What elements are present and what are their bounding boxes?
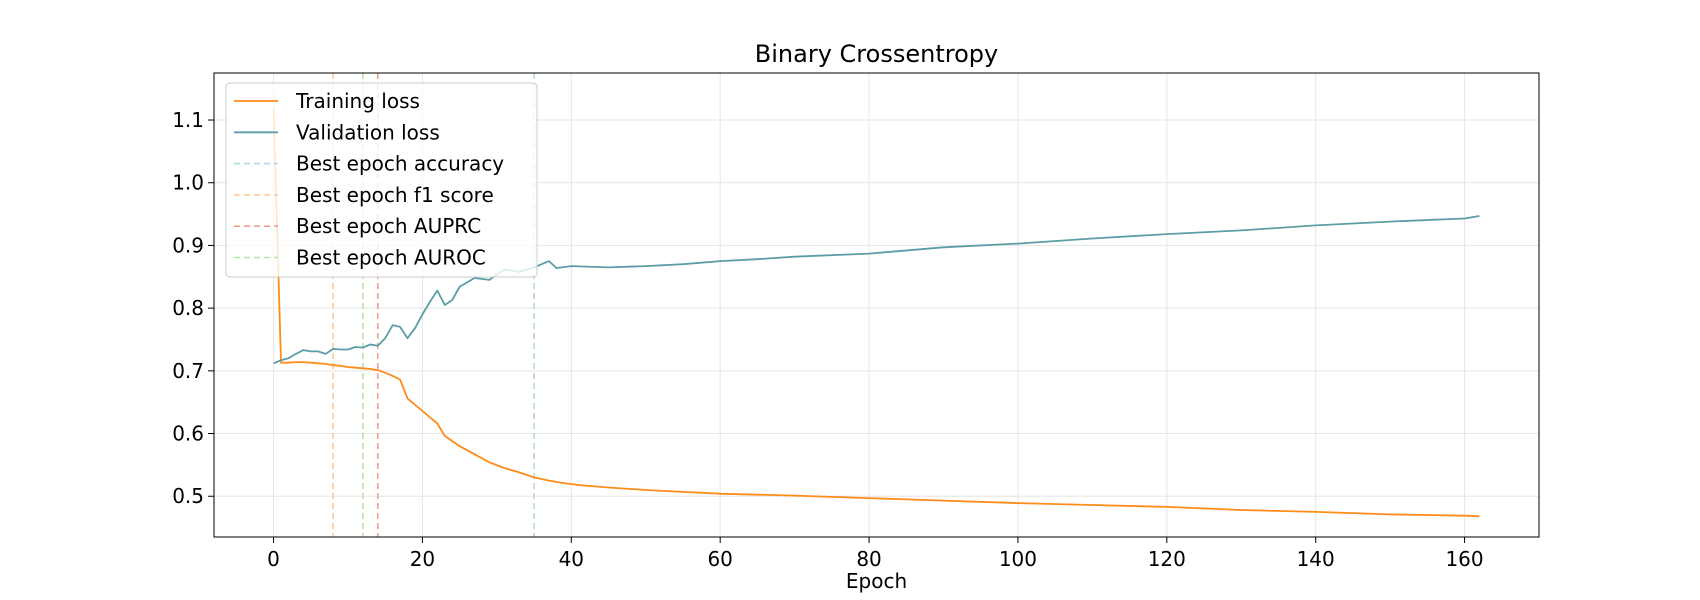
- y-tick-label: 0.9: [172, 233, 204, 257]
- x-tick-label: 20: [410, 547, 435, 571]
- legend-box: [225, 82, 538, 278]
- x-tick-label: 100: [999, 547, 1037, 571]
- legend: Training loss Validation loss Best epoch a…: [225, 82, 538, 278]
- legend-label: Best epoch accuracy: [296, 152, 504, 176]
- legend-label: Validation loss: [296, 120, 440, 144]
- y-tick-label: 1.0: [172, 171, 204, 195]
- series-line: [273, 215, 1480, 365]
- series-line: [272, 107, 1480, 518]
- chart-title: Binary Crossentropy: [755, 40, 998, 68]
- legend-label: Best epoch AUROC: [296, 246, 486, 270]
- best-epoch-lines: [332, 73, 535, 537]
- y-tick-label: 0.7: [172, 359, 204, 383]
- x-tick-label: 0: [267, 547, 280, 571]
- legend-label: Best epoch f1 score: [296, 183, 494, 207]
- x-tick-label: 80: [856, 547, 881, 571]
- x-tick-label: 120: [1148, 547, 1186, 571]
- y-tick-label: 0.8: [172, 296, 204, 320]
- y-tick-label: 0.5: [172, 484, 204, 508]
- plot-frame: [213, 72, 1540, 538]
- y-tick-label: 0.6: [172, 422, 204, 446]
- legend-label: Best epoch AUPRC: [296, 214, 481, 238]
- y-axis-ticks: 0.5 0.6 0.7 0.8 0.9 1.0 1.1: [172, 108, 214, 508]
- x-tick-label: 140: [1297, 547, 1335, 571]
- legend-label: Training loss: [295, 89, 420, 113]
- x-tick-label: 60: [707, 547, 732, 571]
- x-axis-ticks: 0 20 40 60 80 100 120 140 160: [267, 537, 1484, 571]
- series-lines: [272, 107, 1480, 518]
- y-tick-label: 1.1: [172, 108, 204, 132]
- x-tick-label: 40: [559, 547, 584, 571]
- x-axis-label: Epoch: [846, 569, 907, 593]
- x-tick-label: 160: [1445, 547, 1483, 571]
